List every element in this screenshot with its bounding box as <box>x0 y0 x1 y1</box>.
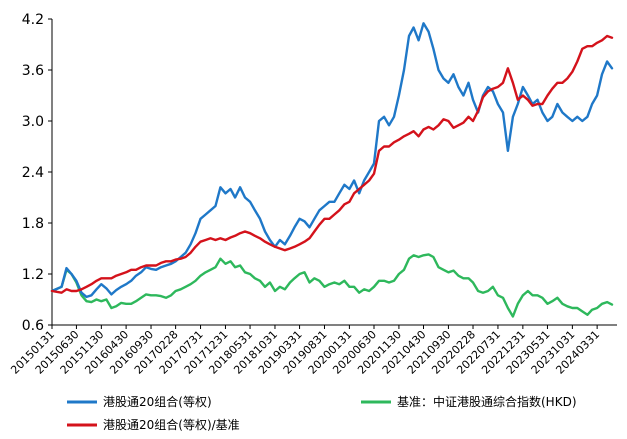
y-tick-label: 1.8 <box>22 216 44 232</box>
legend-item-benchmark: 基准：中证港股通综合指数(HKD) <box>361 394 577 409</box>
series-line-portfolio <box>50 22 614 299</box>
y-tick-label: 3.6 <box>22 63 44 79</box>
legend-label: 港股通20组合(等权)/基准 <box>103 417 240 432</box>
series-line-ratio <box>50 34 614 294</box>
y-tick-label: 1.2 <box>22 267 44 283</box>
y-tick-label: 4.2 <box>22 12 44 28</box>
legend-item-ratio: 港股通20组合(等权)/基准 <box>67 417 240 432</box>
y-tick-label: 3.0 <box>22 114 44 130</box>
y-tick-label: 0.6 <box>22 318 44 334</box>
series-line-benchmark <box>50 253 614 318</box>
legend-label: 港股通20组合(等权) <box>103 394 212 409</box>
legend-label: 基准：中证港股通综合指数(HKD) <box>397 394 577 409</box>
legend-item-portfolio: 港股通20组合(等权) <box>67 394 212 409</box>
y-tick-label: 2.4 <box>22 165 44 181</box>
